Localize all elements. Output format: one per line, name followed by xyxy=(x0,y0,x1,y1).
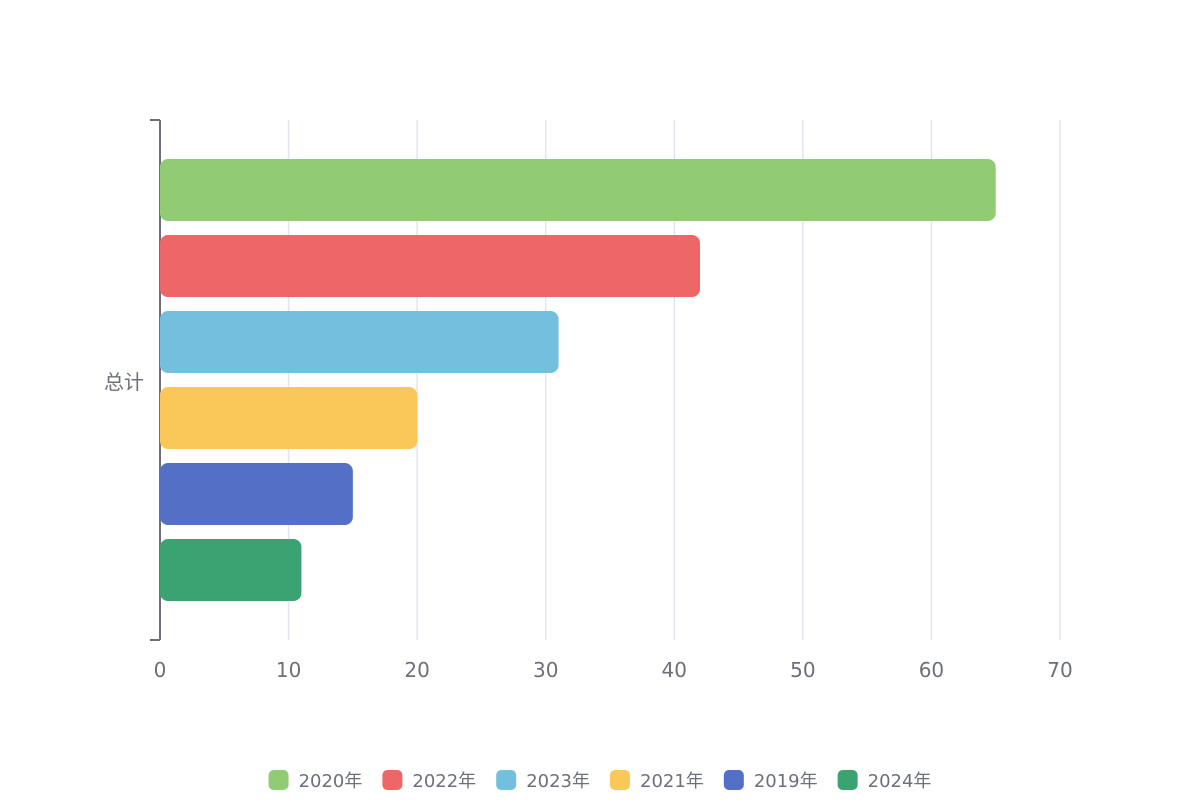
legend-label: 2021年 xyxy=(640,771,704,792)
x-tick-label: 30 xyxy=(533,658,558,682)
x-tick-label: 0 xyxy=(154,658,167,682)
legend-swatch xyxy=(496,770,517,790)
x-tick-label: 20 xyxy=(404,658,429,682)
bar-2022年[interactable] xyxy=(160,235,700,297)
legend-item[interactable]: 2021年 xyxy=(610,770,704,792)
x-tick-label: 50 xyxy=(790,658,815,682)
x-tick-label: 70 xyxy=(1047,658,1072,682)
value-axis-ticks: 0 10 20 30 40 50 60 70 xyxy=(154,658,1073,682)
legend-item[interactable]: 2024年 xyxy=(837,770,932,792)
bar-2019年[interactable] xyxy=(160,463,353,525)
legend-item[interactable]: 2023年 xyxy=(496,770,590,792)
legend-label: 2022年 xyxy=(412,771,476,792)
bars xyxy=(160,159,996,601)
legend-label: 2023年 xyxy=(526,771,590,792)
category-label: 总计 xyxy=(104,370,144,394)
legend-swatch xyxy=(610,770,630,790)
legend-item[interactable]: 2022年 xyxy=(382,770,476,792)
legend-swatch xyxy=(723,770,744,790)
x-tick-label: 60 xyxy=(919,658,944,682)
x-tick-label: 10 xyxy=(276,658,301,682)
x-tick-label: 40 xyxy=(662,658,687,682)
legend-label: 2019年 xyxy=(754,771,818,792)
bar-2020年[interactable] xyxy=(160,159,996,221)
legend-item[interactable]: 2020年 xyxy=(268,770,363,792)
legend: 2020年 2022年 2023年 2021年 2019年 2024年 xyxy=(268,770,932,792)
category-axis: 总计 xyxy=(104,119,161,641)
bar-2023年[interactable] xyxy=(160,311,559,373)
legend-label: 2020年 xyxy=(299,771,363,792)
legend-swatch xyxy=(382,770,403,790)
legend-item[interactable]: 2019年 xyxy=(723,770,818,792)
legend-swatch xyxy=(268,770,289,790)
bar-2024年[interactable] xyxy=(160,539,302,601)
legend-label: 2024年 xyxy=(868,771,932,792)
legend-swatch xyxy=(837,770,858,790)
bar-2021年[interactable] xyxy=(160,387,418,449)
